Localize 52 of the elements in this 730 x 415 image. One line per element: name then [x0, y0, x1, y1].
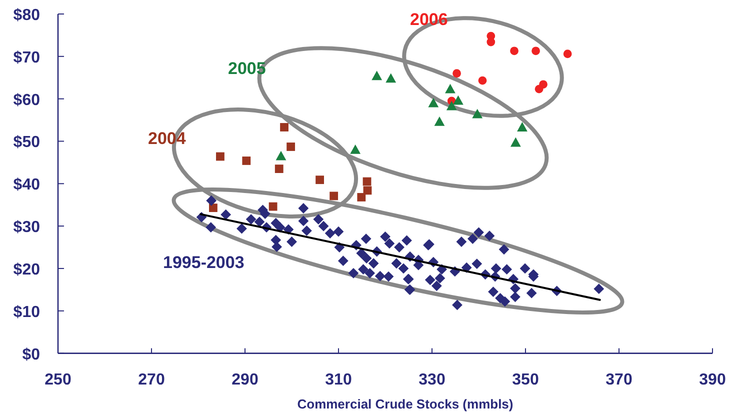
point: [216, 152, 224, 161]
x-tick-label: 270: [138, 371, 165, 388]
point: [452, 69, 461, 78]
point: [372, 70, 382, 80]
point: [268, 202, 278, 211]
point: [534, 84, 544, 94]
point: [330, 192, 338, 200]
text: 2005: [228, 59, 266, 78]
y-tick-label: $40: [13, 176, 40, 194]
x-tick-label: 390: [699, 371, 726, 388]
point: [563, 50, 572, 58]
x-tick-label: 350: [512, 371, 539, 388]
point: [363, 186, 372, 195]
point: [362, 177, 372, 186]
point: [472, 108, 483, 118]
y-tick-label: $60: [13, 92, 40, 109]
point: [242, 156, 251, 165]
y-tick-label: $30: [13, 219, 40, 236]
point: [280, 123, 288, 132]
point: [286, 142, 296, 151]
y-tick-label: $0: [22, 346, 40, 364]
point: [478, 76, 487, 85]
point: [452, 95, 464, 105]
point: [209, 204, 218, 212]
point: [316, 176, 324, 184]
point: [446, 100, 457, 110]
point: [445, 84, 456, 94]
x-tick-label: 250: [44, 371, 72, 388]
point: [510, 137, 521, 147]
point: [517, 122, 528, 132]
x-tick-label: 290: [232, 371, 258, 388]
point: [510, 46, 518, 56]
point: [350, 144, 361, 154]
series-label: 1995-2003: [163, 253, 244, 272]
x-tick-label: 330: [418, 371, 446, 388]
y-tick-label: $80: [13, 7, 40, 24]
point: [276, 150, 286, 160]
point: [428, 98, 439, 108]
x-tick-label: 310: [325, 371, 352, 388]
text: 2006: [410, 10, 448, 29]
point: [434, 116, 445, 126]
x-tick-label: 370: [606, 371, 632, 388]
point: [386, 73, 396, 83]
x-axis-title: Commercial Crude Stocks (mmbls): [297, 396, 514, 412]
point: [274, 164, 284, 174]
series-label: 2004: [148, 129, 186, 148]
point: [357, 193, 366, 202]
point: [532, 46, 540, 56]
y-tick-label: $50: [13, 134, 40, 152]
y-tick-label: $70: [13, 49, 40, 66]
y-tick-label: $20: [13, 261, 40, 278]
y-tick-label: $10: [13, 304, 40, 321]
